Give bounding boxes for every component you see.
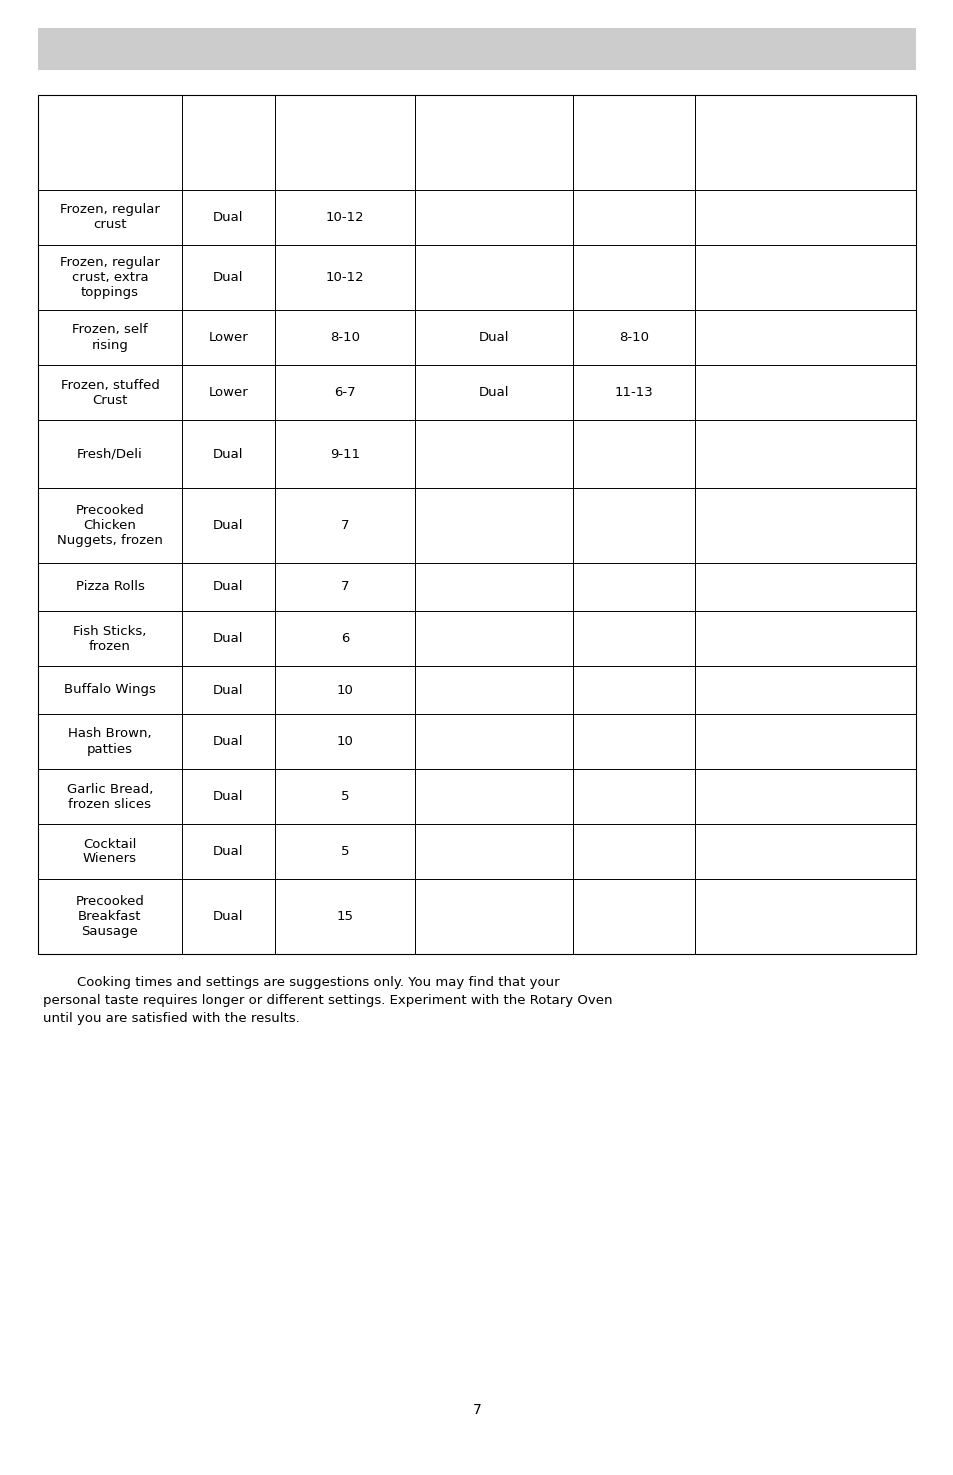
Text: 10: 10 [336, 735, 353, 748]
Text: Buffalo Wings: Buffalo Wings [64, 683, 155, 696]
Text: Frozen, stuffed
Crust: Frozen, stuffed Crust [60, 379, 159, 407]
Text: Dual: Dual [213, 271, 244, 285]
Text: Frozen, regular
crust, extra
toppings: Frozen, regular crust, extra toppings [60, 257, 160, 299]
Text: Dual: Dual [213, 519, 244, 532]
Text: Garlic Bread,
frozen slices: Garlic Bread, frozen slices [67, 783, 153, 810]
Text: Fresh/Deli: Fresh/Deli [77, 447, 143, 460]
Text: Lower: Lower [209, 330, 248, 344]
Bar [38, 94, 915, 954]
Text: 5: 5 [340, 791, 349, 802]
Text: Pizza Rolls: Pizza Rolls [75, 581, 144, 593]
Text: Dual: Dual [213, 447, 244, 460]
Text: Cooking times and settings are suggestions only. You may find that your
personal: Cooking times and settings are suggestio… [43, 976, 612, 1025]
Text: 10: 10 [336, 683, 353, 696]
Text: 7: 7 [340, 581, 349, 593]
Text: Cocktail
Wieners: Cocktail Wieners [83, 838, 137, 866]
Text: 9-11: 9-11 [330, 447, 359, 460]
Text: Fish Sticks,
frozen: Fish Sticks, frozen [73, 624, 147, 652]
Text: Frozen, self
rising: Frozen, self rising [72, 323, 148, 351]
Text: Dual: Dual [213, 735, 244, 748]
Text: Lower: Lower [209, 386, 248, 400]
Text: 6: 6 [340, 631, 349, 645]
Text: Precooked
Breakfast
Sausage: Precooked Breakfast Sausage [75, 895, 144, 938]
Text: 15: 15 [336, 910, 354, 923]
Text: Dual: Dual [213, 631, 244, 645]
Text: Dual: Dual [213, 845, 244, 858]
Text: 7: 7 [472, 1403, 481, 1417]
Text: Dual: Dual [478, 386, 509, 400]
Text: 8-10: 8-10 [618, 330, 648, 344]
Text: Dual: Dual [213, 581, 244, 593]
Text: Dual: Dual [213, 211, 244, 224]
Text: 5: 5 [340, 845, 349, 858]
Text: Dual: Dual [213, 910, 244, 923]
Text: Hash Brown,
patties: Hash Brown, patties [68, 727, 152, 755]
Text: Dual: Dual [213, 683, 244, 696]
Text: 8-10: 8-10 [330, 330, 359, 344]
Text: Dual: Dual [478, 330, 509, 344]
Bar [38, 28, 915, 69]
Text: Frozen, regular
crust: Frozen, regular crust [60, 204, 160, 232]
Text: 6-7: 6-7 [334, 386, 355, 400]
Text: Dual: Dual [213, 791, 244, 802]
Text: 11-13: 11-13 [614, 386, 653, 400]
Text: 7: 7 [340, 519, 349, 532]
Text: 10-12: 10-12 [325, 211, 364, 224]
Text: Precooked
Chicken
Nuggets, frozen: Precooked Chicken Nuggets, frozen [57, 504, 163, 547]
Text: 10-12: 10-12 [325, 271, 364, 285]
